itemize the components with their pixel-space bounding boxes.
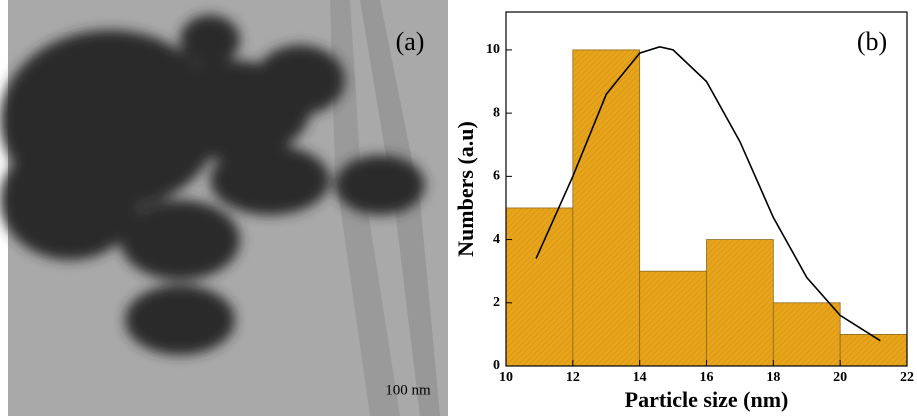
y-tick-label: 4 [493, 232, 500, 247]
x-tick-label: 12 [566, 370, 580, 385]
bar [640, 271, 707, 366]
y-tick-label: 6 [493, 169, 500, 184]
bar [707, 240, 774, 366]
panel-label: (a) [396, 27, 425, 56]
y-tick-label: 2 [493, 295, 500, 310]
x-axis-label: Particle size (nm) [625, 387, 789, 412]
tem-image: (a) 100 nm [0, 0, 448, 416]
x-tick-label: 16 [700, 370, 714, 385]
y-tick-label: 10 [486, 42, 500, 57]
bar [840, 334, 907, 366]
y-tick-label: 8 [493, 105, 500, 120]
figure: (a) 100 nm 024681010121416182022Particle… [0, 0, 917, 416]
x-tick-label: 10 [499, 370, 513, 385]
panel-label: (b) [857, 27, 887, 56]
x-tick-label: 22 [900, 370, 914, 385]
x-tick-label: 18 [766, 370, 780, 385]
x-tick-label: 14 [633, 370, 647, 385]
scale-bar-label: 100 nm [385, 382, 431, 398]
y-axis-label: Numbers (a.u) [453, 121, 478, 257]
bar [506, 208, 573, 366]
bar [773, 303, 840, 366]
bar [573, 50, 640, 366]
x-tick-label: 20 [833, 370, 847, 385]
